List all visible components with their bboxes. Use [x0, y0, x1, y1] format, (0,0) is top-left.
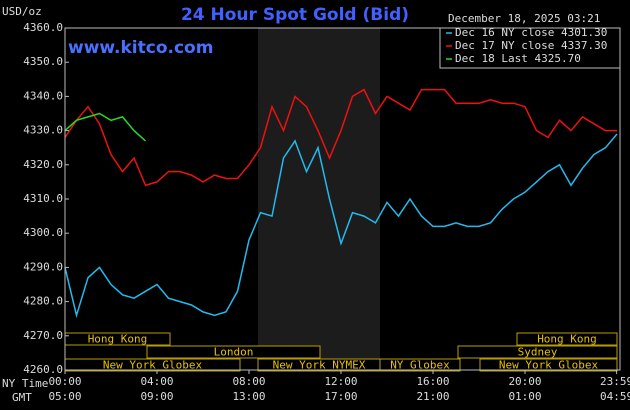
x2-tick-label: 21:00	[416, 390, 449, 403]
timestamp: December 18, 2025 03:21	[448, 12, 600, 25]
legend-label: Dec 18 Last 4325.70	[455, 52, 581, 65]
sessions: Hong Kong London New York Globex New York N…	[64, 332, 618, 372]
legend-box	[439, 27, 621, 69]
x-tick-label: 16:00	[416, 375, 449, 388]
series-line	[64, 133, 618, 319]
x-tick-label: 04:00	[140, 375, 173, 388]
session-label: New York Globex	[499, 359, 599, 372]
x-tick-label: 00:00	[48, 375, 81, 388]
x2-tick-label: 13:00	[232, 390, 265, 403]
session-bar	[479, 358, 618, 372]
x2-axis-label: GMT	[12, 391, 32, 404]
chart-title: 24 Hour Spot Gold (Bid)	[181, 5, 409, 25]
x-axis-label: NY Time	[2, 377, 48, 390]
session-label: New York Globex	[103, 359, 203, 372]
x-tick-label: 08:00	[232, 375, 265, 388]
session-bar	[457, 345, 618, 359]
x-tick-label: 12:00	[324, 375, 357, 388]
x2-tick-label: 09:00	[140, 390, 173, 403]
legend-label: Dec 16 NY close 4301.30	[455, 26, 607, 39]
series-line	[64, 112, 147, 142]
y-tick-label: 4320.0	[23, 158, 63, 171]
y-tick-label: 4340.0	[23, 89, 63, 102]
x-tick-label: 23:59	[600, 375, 630, 388]
session-label: London	[214, 346, 254, 359]
watermark: www.kitco.com	[68, 38, 213, 58]
x2-tick-label: 04:59	[600, 390, 630, 403]
nymex-shade	[258, 28, 380, 370]
x-tick-label: 20:00	[508, 375, 541, 388]
y-tick-label: 4260.0	[23, 363, 63, 376]
session-label: Hong Kong	[537, 333, 597, 346]
x2-tick-label: 01:00	[508, 390, 541, 403]
y-tick-label: 4290.0	[23, 260, 63, 273]
y-axis-label: USD/oz	[2, 5, 42, 18]
y-tick-label: 4360.0	[23, 21, 63, 34]
y-tick-label: 4350.0	[23, 55, 63, 68]
session-bar	[379, 358, 461, 372]
session-label: Sydney	[518, 346, 558, 359]
series-line	[64, 88, 617, 187]
session-bar	[516, 332, 618, 346]
legend-label: Dec 17 NY close 4337.30	[455, 39, 607, 52]
y-tick-label: 4270.0	[23, 329, 63, 342]
session-label: New York NYMEX	[273, 359, 366, 372]
session-bar	[146, 345, 321, 359]
session-label: NY Globex	[390, 359, 450, 372]
plot	[64, 88, 618, 319]
x2-tick-label: 05:00	[48, 390, 81, 403]
y-tick-label: 4300.0	[23, 226, 63, 239]
y-tick-label: 4280.0	[23, 295, 63, 308]
y-tick-label: 4330.0	[23, 124, 63, 137]
session-label: Hong Kong	[88, 333, 148, 346]
y-tick-label: 4310.0	[23, 192, 63, 205]
x2-tick-label: 17:00	[324, 390, 357, 403]
